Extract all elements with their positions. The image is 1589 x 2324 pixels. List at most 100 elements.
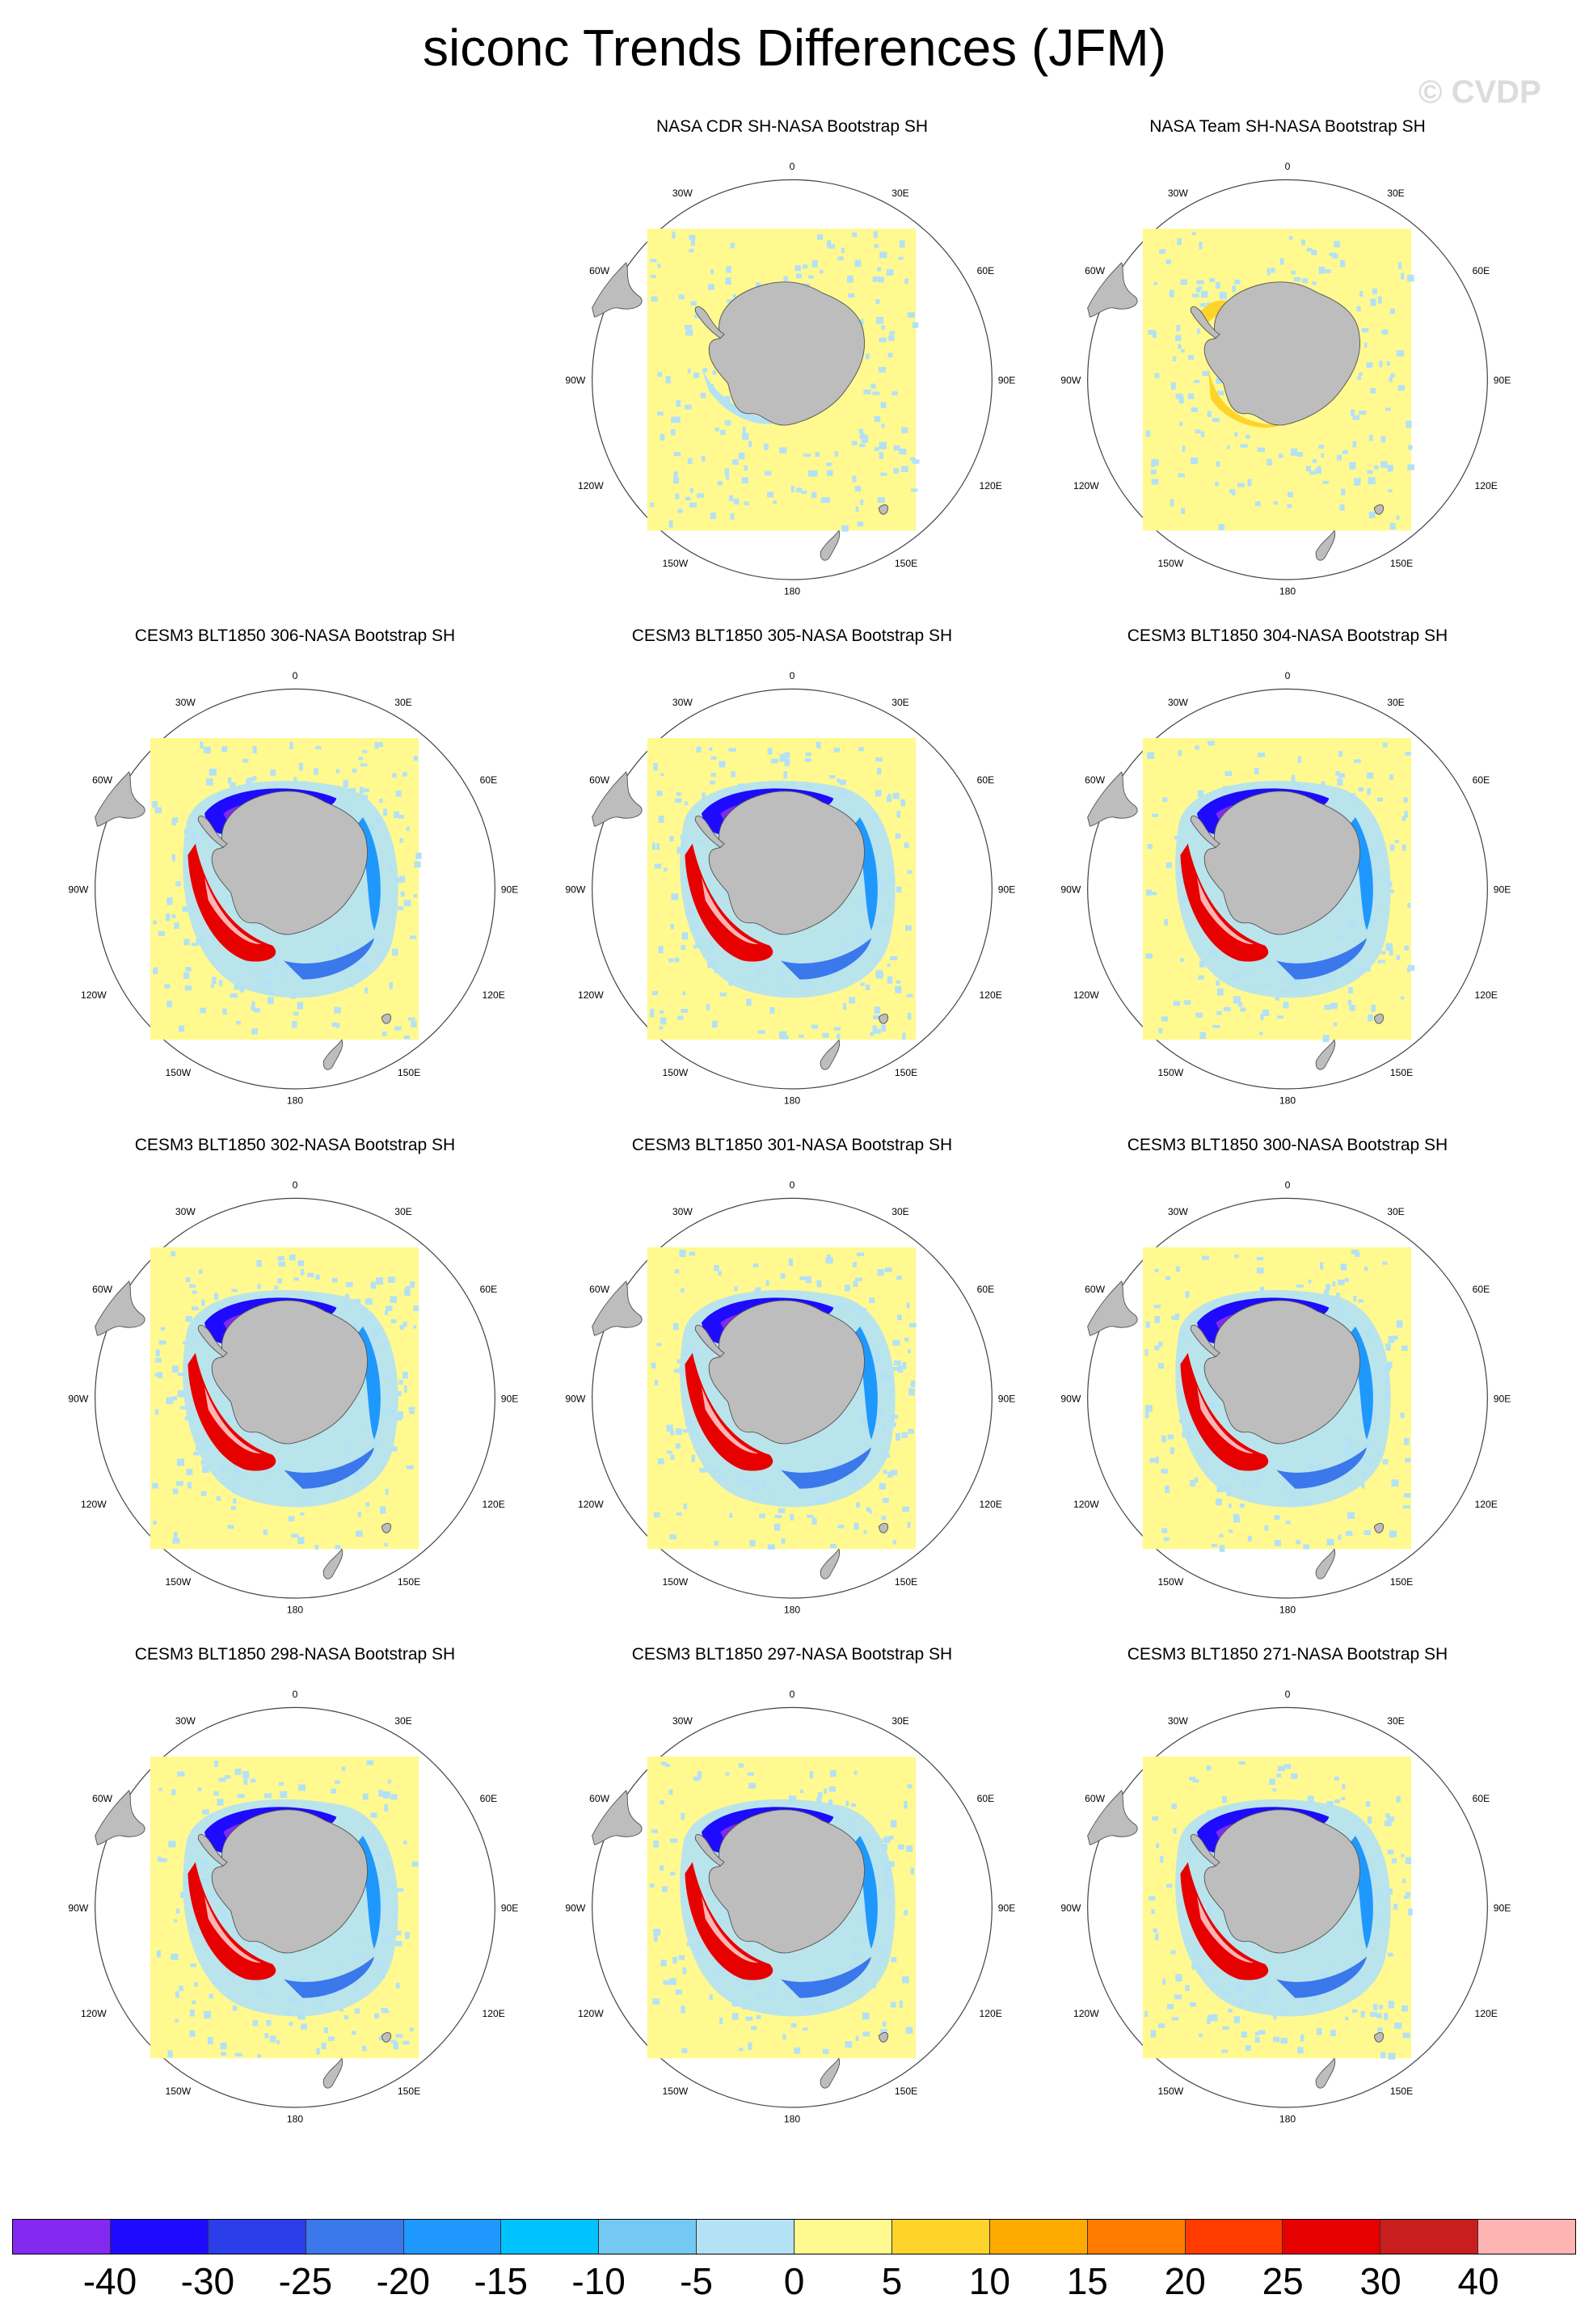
map-label-lon120w: 120W [1073,1499,1099,1510]
map-label-lon60w: 60W [589,1793,609,1804]
panel-title: CESM3 BLT1850 300-NASA Bootstrap SH [1127,1136,1448,1154]
map-label-south: 180 [784,1605,800,1616]
map-label-south: 180 [1279,1095,1296,1107]
map-label-lon150w: 150W [663,2086,689,2097]
colorbar-swatch [1478,2220,1575,2254]
map-label-lon90e: 90E [501,884,519,895]
polar-map: 0 30W 30E 60W 60E 90W 90E 120W 120E 150W 150E 180 [69,670,519,1106]
strong-positive-anomaly [204,1896,261,1963]
colorbar-tick-label: -15 [474,2260,528,2302]
tasmania [1373,1014,1384,1024]
antarctica-landmass [211,791,369,935]
map-label-lon90e: 90E [1494,884,1511,895]
antarctica-landmass [1203,1809,1361,1954]
map-label-lon30w: 30W [1168,697,1188,708]
map-label-lon60w: 60W [1085,265,1105,276]
map-label-lon120e: 120E [1474,1499,1497,1510]
map-label-lon30e: 30E [394,1715,412,1727]
map-label-lon60e: 60E [1473,265,1490,276]
new-zealand [1315,529,1336,561]
map-label-lon30w: 30W [175,697,196,708]
strong-positive-anomaly [204,1386,261,1453]
map-label-north: 0 [293,1689,298,1700]
negative-anomaly-east [284,1447,374,1489]
positive-anomaly-ross [1180,1352,1269,1471]
south-america-tip [1087,1790,1138,1845]
tasmania [1373,504,1384,515]
negative-anomaly-east [284,1956,374,1998]
colorbar-tick-label: 30 [1359,2260,1401,2302]
map-panel: CESM3 BLT1850 305-NASA Bootstrap SH 0 30W 3… [566,626,1018,1136]
colorbar-tick-label: -10 [571,2260,626,2302]
antarctica-landmass [708,1300,866,1445]
antarctic-peninsula [1190,815,1220,848]
positive-anomaly-ross [188,1862,276,1980]
map-label-lon120e: 120E [1474,480,1497,491]
map-label-lon120e: 120E [1474,2008,1497,2019]
antarctic-peninsula [197,1324,228,1357]
panel-title: NASA Team SH-NASA Bootstrap SH [1149,117,1426,136]
colorbar-swatch [403,2220,502,2254]
positive-anomaly-ross [685,1862,773,1980]
colorbar-tick-label: 10 [968,2260,1010,2302]
map-label-lon60e: 60E [480,774,498,786]
map-label-south: 180 [1279,1605,1296,1616]
map-label-lon30w: 30W [672,1715,693,1727]
panel-title: CESM3 BLT1850 271-NASA Bootstrap SH [1127,1645,1448,1664]
colorbar-tick-label: 15 [1066,2260,1108,2302]
map-label-lon150w: 150W [663,1576,689,1588]
antarctic-peninsula [1190,1324,1220,1357]
map-label-lon120w: 120W [578,989,604,1001]
panel-title: NASA CDR SH-NASA Bootstrap SH [655,117,929,136]
map-label-lon60e: 60E [977,1284,995,1295]
colorbar-swatch [794,2220,892,2254]
strong-positive-anomaly [1197,877,1254,944]
map-panel: CESM3 BLT1850 304-NASA Bootstrap SH 0 30W 3… [1061,626,1514,1136]
map-label-lon60w: 60W [589,1284,609,1295]
tasmania [381,1523,391,1533]
antarctic-peninsula [694,306,725,339]
map-label-lon90e: 90E [998,1393,1016,1404]
map-label-lon120w: 120W [1073,2008,1099,2019]
tasmania [1373,2032,1384,2043]
map-label-lon150e: 150E [895,2086,917,2097]
map-panel: CESM3 BLT1850 306-NASA Bootstrap SH 0 30W 3… [69,626,521,1136]
map-label-lon60w: 60W [92,1793,112,1804]
map-label-north: 0 [790,670,795,681]
colorbar-swatch [599,2220,698,2254]
map-label-lon150w: 150W [1158,1067,1184,1078]
map-label-lon30w: 30W [1168,1206,1188,1217]
colorbar-labels: -40 -30 -25 -20 -15 -10 -5 0 5 10 15 20 25 30 40 [12,2259,1576,2308]
polar-map: 0 30W 30E 60W 60E 90W 90E 120W 120E 150W 150E 180 [1061,1179,1511,1616]
map-label-north: 0 [790,1689,795,1700]
new-zealand [1315,1039,1336,1070]
map-label-lon60e: 60E [1473,774,1490,786]
strong-positive-anomaly [1197,1386,1254,1453]
map-label-lon90e: 90E [1494,1393,1511,1404]
colorbar-swatch [501,2220,600,2254]
colorbar-tick-label: -20 [376,2260,430,2302]
negative-anomaly-east [284,938,374,980]
new-zealand [820,529,841,561]
map-label-lon90w: 90W [566,1902,586,1913]
colorbar [12,2219,1576,2254]
panel-title: CESM3 BLT1850 304-NASA Bootstrap SH [1127,626,1448,645]
polar-map: 0 30W 30E 60W 60E 90W 90E 120W 120E 150W 150E 180 [1061,670,1511,1107]
panel-title: CESM3 BLT1850 301-NASA Bootstrap SH [631,1136,953,1154]
map-panel: NASA Team SH-NASA Bootstrap SH 0 30W 30E 60W… [1061,117,1514,626]
strong-positive-anomaly [702,1896,758,1963]
colorbar-swatch [1380,2220,1479,2254]
map-label-south: 180 [784,586,800,597]
polar-map: 0 30W 30E 60W 60E 90W 90E 120W 120E 150W 150E 180 [566,1689,1015,2124]
colorbar-tick-label: 20 [1164,2260,1206,2302]
map-label-lon120e: 120E [482,1499,504,1510]
polar-map: 0 30W 30E 60W 60E 90W 90E 120W 120E 150W 150E 180 [1061,1689,1511,2124]
map-label-lon120w: 120W [578,480,604,491]
map-panel: NASA CDR SH-NASA Bootstrap SH 0 30W 30E 60W 6… [566,117,1018,626]
map-label-lon90e: 90E [998,884,1016,895]
map-label-lon150e: 150E [1390,1576,1413,1588]
map-label-lon120w: 120W [81,2008,107,2019]
polar-map: 0 30W 30E 60W 60E 90W 90E 120W 120E 150W 150E 180 [69,1179,518,1615]
map-label-lon90e: 90E [1494,374,1511,386]
antarctic-peninsula [1190,306,1220,339]
